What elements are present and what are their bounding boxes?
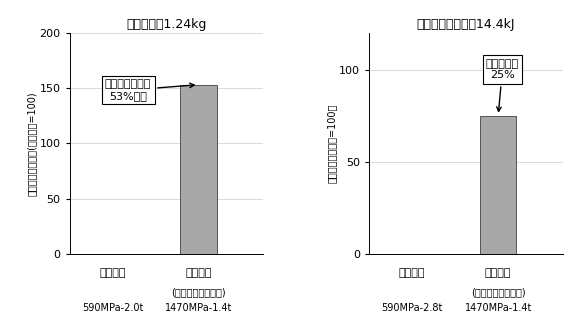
Text: (マルチマテリアル): (マルチマテリアル) bbox=[471, 288, 525, 298]
Text: 従来構造: 従来構造 bbox=[99, 268, 126, 277]
Text: エネルギー吸収
53%向上: エネルギー吸収 53%向上 bbox=[105, 80, 194, 101]
Y-axis label: 重量比（従来構造=100）: 重量比（従来構造=100） bbox=[327, 104, 336, 183]
Text: 1470MPa-1.4t: 1470MPa-1.4t bbox=[165, 303, 232, 313]
Text: 軽量化効果
25%: 軽量化効果 25% bbox=[486, 59, 519, 111]
Text: (マルチマテリアル): (マルチマテリアル) bbox=[171, 288, 226, 298]
Text: 開発構造: 開発構造 bbox=[185, 268, 212, 277]
Text: 1470MPa-1.4t: 1470MPa-1.4t bbox=[465, 303, 532, 313]
Title: 吸収エネルギー：14.4kJ: 吸収エネルギー：14.4kJ bbox=[416, 19, 515, 31]
Text: 590MPa-2.8t: 590MPa-2.8t bbox=[382, 303, 443, 313]
Y-axis label: 吸収エネルギー比(従来構造=100): 吸収エネルギー比(従来構造=100) bbox=[27, 91, 37, 196]
Bar bbox=[180, 85, 216, 254]
Text: 開発構造: 開発構造 bbox=[485, 268, 512, 277]
Title: 部品重量：1.24kg: 部品重量：1.24kg bbox=[126, 19, 206, 31]
Text: 590MPa-2.0t: 590MPa-2.0t bbox=[82, 303, 143, 313]
Bar bbox=[480, 116, 516, 254]
Text: 従来構造: 従来構造 bbox=[399, 268, 426, 277]
